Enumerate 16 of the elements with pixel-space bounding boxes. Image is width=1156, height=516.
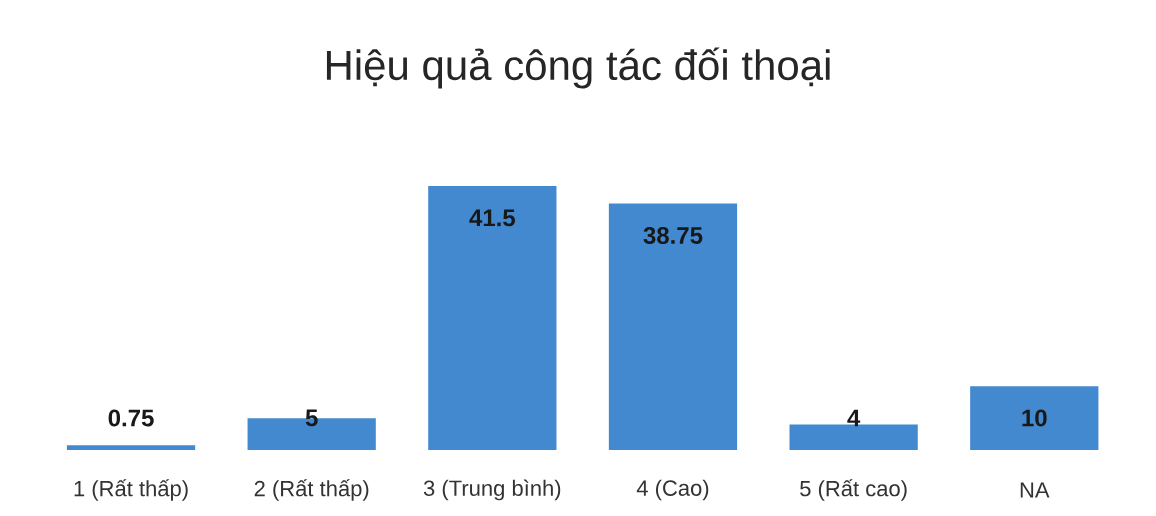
bar xyxy=(608,203,738,450)
chart-title: Hiệu quả công tác đối thoại xyxy=(326,47,830,89)
data-label: 38.75 xyxy=(643,226,703,244)
data-label: 10 xyxy=(1022,409,1047,427)
data-label: 4 xyxy=(847,409,861,427)
data-label: 41.5 xyxy=(469,209,516,227)
bar xyxy=(428,185,557,450)
bar xyxy=(970,386,1099,450)
x-tick-label: 4 (Cao) xyxy=(636,479,709,501)
x-tick-label: 3 (Trung bình) xyxy=(423,479,561,501)
x-tick-label: NA xyxy=(1020,482,1050,498)
x-tick-label: 5 (Rất cao) xyxy=(800,479,907,501)
x-tick-label: 2 (Rất thấp) xyxy=(254,479,369,501)
x-tick-label: 1 (Rất thấp) xyxy=(74,479,188,501)
data-label: 0.75 xyxy=(108,409,154,427)
bar xyxy=(66,445,196,450)
